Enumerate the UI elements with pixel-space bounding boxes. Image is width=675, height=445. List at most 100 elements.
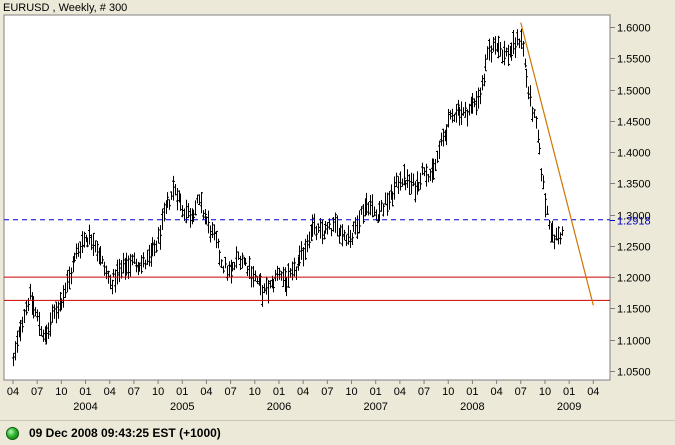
price-bar	[176, 188, 179, 211]
price-bar	[112, 269, 115, 278]
price-bar	[40, 326, 43, 337]
x-month-label: 07	[31, 386, 43, 398]
price-bar	[94, 240, 97, 253]
y-tick-label: 1.4000	[617, 148, 651, 160]
price-bar	[215, 230, 218, 249]
price-bar	[497, 35, 500, 59]
price-bar	[401, 178, 404, 187]
trend-line[interactable]	[520, 22, 594, 306]
price-bar	[471, 93, 474, 114]
price-bar	[408, 174, 411, 195]
y-axis: 1.6000 1.5500 1.5000 1.4500 1.4000 1.3500 1.30…	[610, 23, 651, 379]
price-bar	[475, 91, 478, 116]
price-bar	[395, 172, 398, 187]
price-bar	[531, 106, 534, 122]
price-bar	[393, 176, 396, 200]
price-bar	[75, 243, 78, 259]
x-year-label: 2004	[73, 401, 97, 413]
x-month-label: 10	[55, 386, 67, 398]
plot-area[interactable]	[3, 14, 611, 381]
price-bar	[217, 238, 220, 249]
price-bar	[371, 194, 374, 218]
price-bar	[118, 258, 121, 283]
price-bar	[473, 98, 476, 108]
price-bar	[300, 241, 303, 260]
price-bar	[453, 113, 456, 123]
price-bar	[276, 265, 279, 281]
price-bar	[116, 259, 119, 285]
price-bar	[432, 158, 435, 180]
price-bar	[170, 191, 173, 200]
price-bar	[19, 319, 22, 342]
price-bar	[464, 101, 467, 118]
price-bar	[557, 226, 560, 245]
price-bar	[561, 226, 564, 236]
price-bar	[343, 229, 346, 241]
price-bar	[425, 163, 428, 187]
price-bar	[440, 132, 443, 146]
chart-header: EURUSD , Weekly, # 300	[3, 2, 127, 14]
price-bar	[548, 219, 551, 230]
price-bar	[310, 224, 313, 242]
price-bar	[66, 269, 69, 293]
price-bar	[159, 225, 162, 250]
price-bar	[427, 173, 430, 183]
current-price-label: 1.2918	[617, 216, 651, 228]
price-bar	[339, 224, 342, 237]
price-bar	[254, 270, 257, 282]
price-bar	[137, 261, 140, 276]
price-bar	[501, 49, 504, 64]
price-bar	[417, 181, 420, 192]
x-month-label: 07	[515, 386, 527, 398]
price-bar	[129, 253, 132, 277]
price-bar	[451, 108, 454, 123]
x-month-label: 01	[563, 386, 575, 398]
price-bar	[21, 316, 24, 333]
price-bar	[55, 301, 58, 324]
price-bar	[544, 193, 547, 218]
price-bar	[111, 279, 114, 295]
x-year-label: 2005	[170, 401, 194, 413]
price-bar	[527, 86, 530, 100]
y-tick-label: 1.5000	[617, 86, 651, 98]
price-bar	[90, 234, 93, 251]
price-bar	[287, 263, 290, 288]
price-bar	[488, 38, 491, 61]
price-bar	[187, 203, 190, 219]
price-bar	[239, 255, 242, 270]
price-bar	[49, 312, 52, 337]
price-bar	[157, 227, 160, 244]
y-tick-label: 1.2000	[617, 273, 651, 285]
price-bar	[369, 195, 372, 216]
price-bar	[449, 110, 452, 120]
price-bar	[414, 181, 417, 203]
price-bar	[103, 261, 106, 276]
price-bar	[196, 194, 199, 204]
price-bar	[423, 167, 426, 177]
price-bar	[36, 309, 39, 322]
price-bar	[542, 175, 545, 190]
x-month-label: 04	[394, 386, 406, 398]
price-bar	[347, 225, 350, 245]
price-bar	[477, 87, 480, 109]
price-bar	[161, 208, 164, 230]
price-bar	[59, 291, 62, 312]
x-month-label: 01	[370, 386, 382, 398]
price-bar	[222, 265, 225, 274]
price-bar	[163, 202, 166, 222]
price-bar	[481, 75, 484, 91]
price-bar	[537, 129, 540, 144]
price-bar	[231, 262, 234, 272]
price-bar	[96, 240, 99, 262]
price-bar	[285, 276, 288, 297]
y-tick-label: 1.0500	[617, 367, 651, 379]
price-bar	[47, 322, 50, 339]
price-bar	[512, 30, 515, 55]
price-bar	[204, 208, 207, 225]
price-bar	[244, 258, 247, 266]
x-year-label: 2009	[557, 401, 581, 413]
x-month-label: 07	[224, 386, 236, 398]
price-bar	[293, 257, 296, 277]
x-year-label: 2008	[460, 401, 484, 413]
price-bar	[321, 219, 324, 245]
